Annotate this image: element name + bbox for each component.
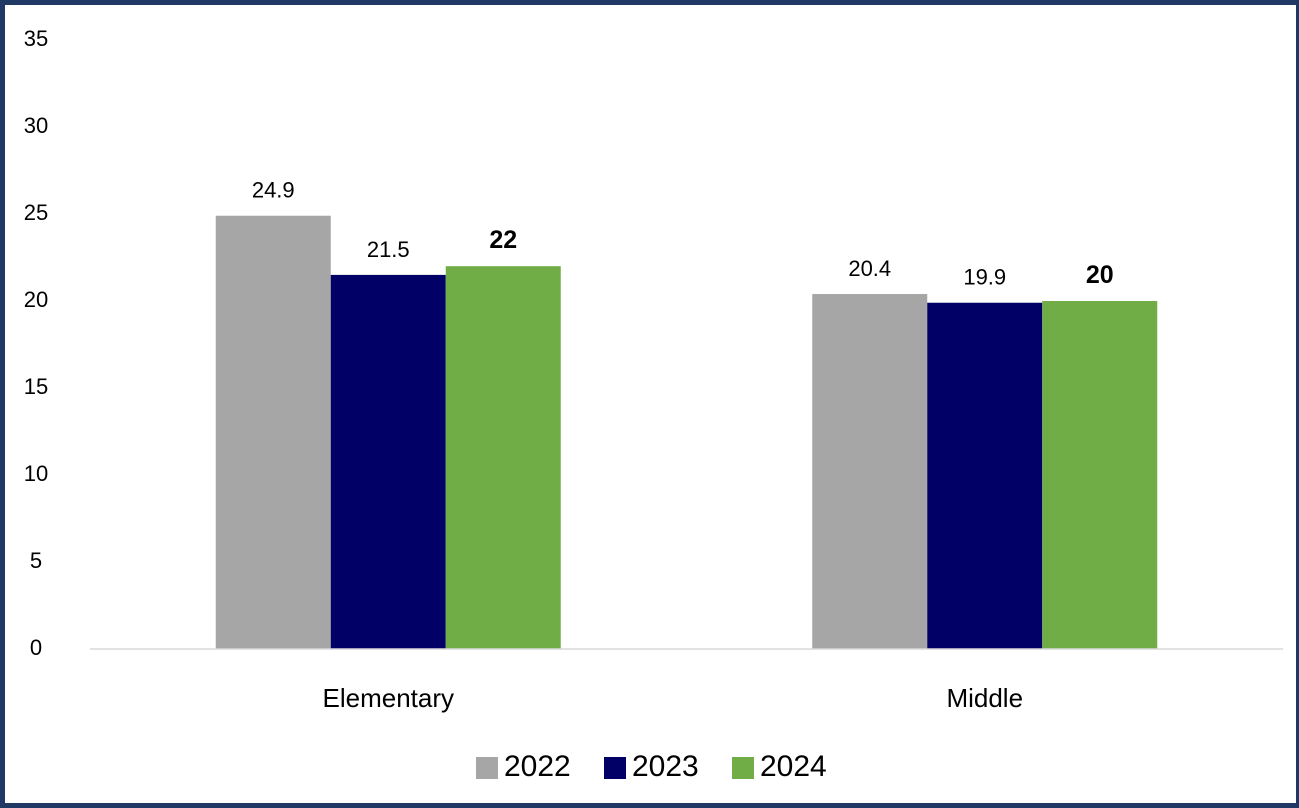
legend-swatch-2023 xyxy=(604,757,626,779)
y-tick-label: 35 xyxy=(24,26,48,51)
category-label: Middle xyxy=(946,683,1023,713)
data-label: 19.9 xyxy=(963,265,1006,290)
category-labels: Elementary Middle xyxy=(323,683,1024,713)
bar-middle-2022 xyxy=(812,294,928,649)
data-label: 20.4 xyxy=(848,256,891,281)
y-axis-ticks: 0 5 10 15 20 25 30 35 xyxy=(24,26,48,660)
y-tick-label: 25 xyxy=(24,200,48,225)
legend-label: 2023 xyxy=(632,750,699,783)
data-label: 24.9 xyxy=(252,178,295,203)
data-label: 22 xyxy=(489,226,517,254)
y-tick-label: 30 xyxy=(24,113,48,138)
bar-elementary-2024 xyxy=(445,266,561,649)
data-labels: 24.9 21.5 22 20.4 19.9 20 xyxy=(252,178,1114,290)
legend-swatch-2024 xyxy=(732,757,754,779)
legend-swatch-2022 xyxy=(476,757,498,779)
legend: 2022 2023 2024 xyxy=(476,750,827,783)
legend-label: 2024 xyxy=(760,750,827,783)
data-label: 21.5 xyxy=(367,237,410,262)
category-label: Elementary xyxy=(323,683,455,713)
y-tick-label: 10 xyxy=(24,461,48,486)
y-tick-label: 5 xyxy=(30,548,42,573)
bars xyxy=(215,215,1158,650)
bar-elementary-2022 xyxy=(215,215,331,650)
y-tick-label: 15 xyxy=(24,374,48,399)
bar-middle-2023 xyxy=(927,302,1043,649)
bar-elementary-2023 xyxy=(330,274,446,649)
y-tick-label: 0 xyxy=(30,635,42,660)
bar-middle-2024 xyxy=(1042,301,1158,649)
data-label: 20 xyxy=(1086,261,1114,289)
legend-label: 2022 xyxy=(504,750,571,783)
y-tick-label: 20 xyxy=(24,287,48,312)
